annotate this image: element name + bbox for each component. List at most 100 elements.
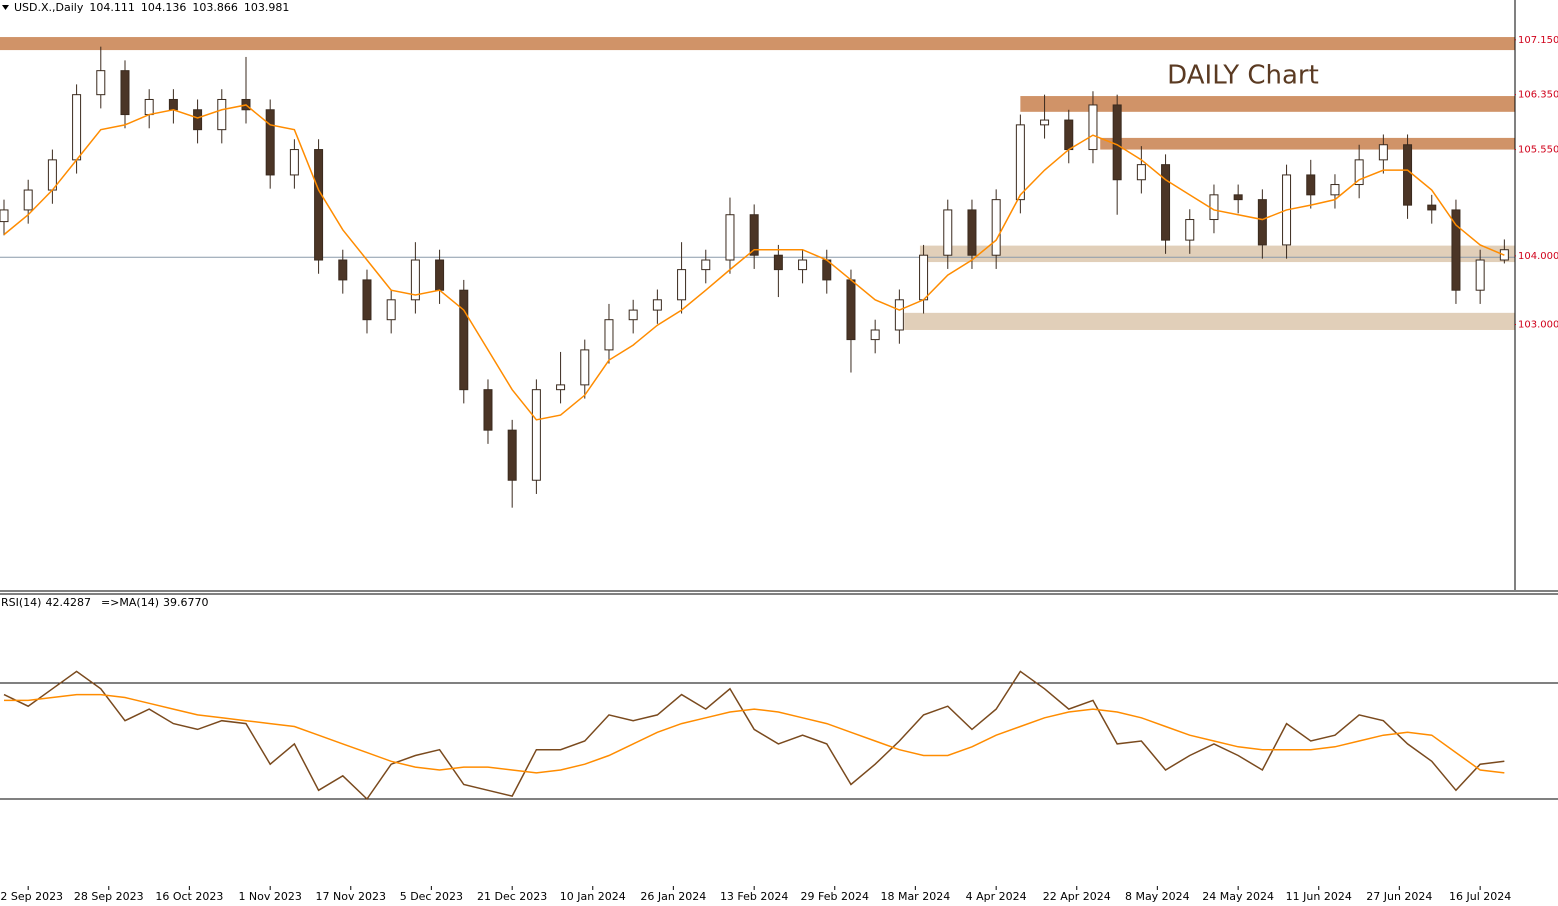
candle-body xyxy=(870,329,880,341)
rsi-legend: RSI(14) 42.4287 =>MA(14) 39.6770 xyxy=(1,596,208,609)
candle-body xyxy=(677,269,687,301)
x-tick-label: 17 Nov 2023 xyxy=(316,890,386,903)
candle-body xyxy=(1185,219,1195,241)
candle-body xyxy=(531,389,541,481)
header-text: 103.981 xyxy=(244,1,290,14)
candle-body xyxy=(362,279,372,321)
header-text: 103.866 xyxy=(192,1,238,14)
zone xyxy=(919,245,1515,263)
candle-body xyxy=(1233,194,1243,201)
candle-body xyxy=(289,149,299,176)
candle-body xyxy=(967,209,977,256)
candle-body xyxy=(652,299,662,311)
x-tick-label: 18 Mar 2024 xyxy=(880,890,950,903)
candle-body xyxy=(725,214,735,261)
zone xyxy=(904,312,1515,330)
candle-body xyxy=(1112,104,1122,181)
header-text: 104.136 xyxy=(141,1,187,14)
candle-body xyxy=(1064,119,1074,151)
candle-body xyxy=(0,209,9,223)
candle-body xyxy=(1306,174,1316,196)
x-tick-label: 12 Sep 2023 xyxy=(0,890,63,903)
y-tick-label: 107.150 xyxy=(1518,35,1558,46)
chart-title: DAILY Chart xyxy=(1167,61,1319,91)
y-tick-box xyxy=(1516,32,1558,47)
header-arrow xyxy=(2,5,9,10)
candle-body xyxy=(459,289,469,391)
x-tick-label: 28 Sep 2023 xyxy=(74,890,144,903)
candle-body xyxy=(1427,204,1437,211)
candle-body xyxy=(168,98,178,111)
candle-body xyxy=(846,279,856,341)
candle-body xyxy=(1330,184,1340,196)
candle-body xyxy=(120,70,130,116)
legend-name: =>MA(14) xyxy=(101,596,159,609)
candle-body xyxy=(23,189,33,211)
candle-body xyxy=(919,254,929,301)
y-tick-label: 105.550 xyxy=(1518,145,1558,156)
candle-body xyxy=(1403,144,1413,206)
x-tick-label: 29 Feb 2024 xyxy=(801,890,869,903)
candle-body xyxy=(773,254,783,271)
candle-body xyxy=(386,299,396,321)
legend-value: 39.6770 xyxy=(163,596,209,609)
chart-header: USD.X.,Daily 104.111 104.136 103.866 103.981 xyxy=(14,1,289,14)
candle-body xyxy=(1015,124,1025,201)
candle-body xyxy=(1378,144,1388,161)
y-tick-label: 104.000 xyxy=(1518,251,1558,262)
candle-body xyxy=(556,384,566,391)
y-tick-box xyxy=(1516,87,1558,102)
candle-body xyxy=(1475,259,1485,291)
candle-body xyxy=(943,209,953,256)
candle-body xyxy=(1040,119,1050,126)
y-tick-label: 103.000 xyxy=(1518,320,1558,331)
candle-body xyxy=(410,259,420,301)
candle-body xyxy=(894,299,904,331)
x-tick-label: 22 Apr 2024 xyxy=(1043,890,1111,903)
y-tick-box xyxy=(1516,248,1558,263)
candle-body xyxy=(1354,159,1364,186)
x-tick-label: 10 Jan 2024 xyxy=(560,890,626,903)
rsi-line xyxy=(3,670,1505,801)
legend-name: RSI(14) xyxy=(1,596,41,609)
zone xyxy=(0,37,1515,51)
header-text: USD.X.,Daily xyxy=(14,1,84,14)
y-tick-label: 106.350 xyxy=(1518,90,1558,101)
candle-body xyxy=(1451,209,1461,291)
candle-body xyxy=(144,98,154,116)
header-text: 104.111 xyxy=(89,1,135,14)
candle-body xyxy=(193,109,203,131)
candle-body xyxy=(265,109,275,176)
y-tick-box xyxy=(1516,142,1558,157)
candle-body xyxy=(580,349,590,386)
candle-body xyxy=(1209,194,1219,221)
candle-body xyxy=(798,259,808,271)
rsi-line xyxy=(3,693,1505,774)
candle-body xyxy=(72,94,82,161)
y-tick-box xyxy=(1516,317,1558,332)
moving-average xyxy=(3,104,1505,421)
candle-body xyxy=(1257,199,1267,246)
x-tick-label: 16 Oct 2023 xyxy=(155,890,223,903)
candle-body xyxy=(338,259,348,281)
x-tick-label: 8 May 2024 xyxy=(1125,890,1190,903)
x-tick-label: 4 Apr 2024 xyxy=(966,890,1027,903)
candle-body xyxy=(628,309,638,321)
x-tick-label: 21 Dec 2023 xyxy=(477,890,547,903)
x-tick-label: 11 Jun 2024 xyxy=(1286,890,1352,903)
candle-body xyxy=(217,98,227,131)
x-tick-label: 24 May 2024 xyxy=(1202,890,1274,903)
candle-body xyxy=(314,149,324,261)
candle-body xyxy=(96,70,106,96)
candle-body xyxy=(749,214,759,256)
x-tick-label: 13 Feb 2024 xyxy=(720,890,788,903)
candle-body xyxy=(507,429,517,481)
candle-body xyxy=(483,389,493,431)
candle-body xyxy=(435,259,445,291)
x-tick-label: 1 Nov 2023 xyxy=(238,890,301,903)
candle-body xyxy=(1136,164,1146,181)
x-tick-label: 26 Jan 2024 xyxy=(640,890,706,903)
zone xyxy=(1100,137,1515,150)
